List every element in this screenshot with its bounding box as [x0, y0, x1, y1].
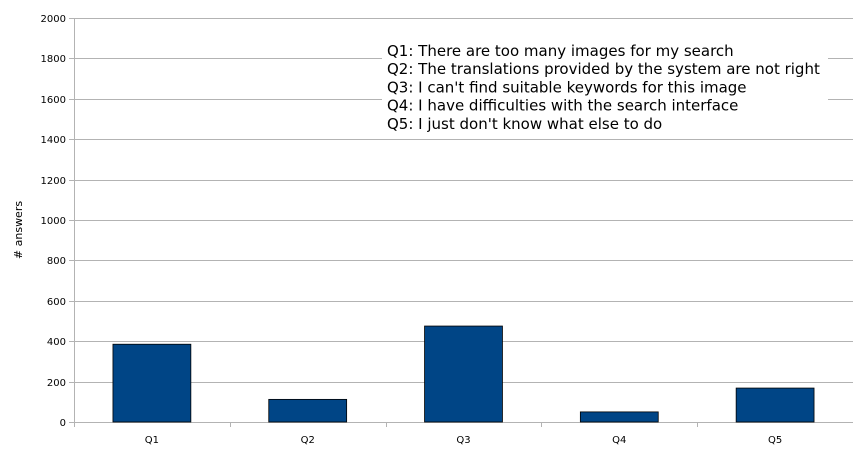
y-axis-label: # answers: [12, 201, 25, 259]
y-tick-label: 400: [47, 337, 66, 348]
x-tick-label: Q4: [612, 435, 626, 446]
y-tick-label: 2000: [41, 14, 66, 25]
y-tick-label: 1600: [41, 95, 66, 106]
annotation-line: Q1: There are too many images for my sea…: [387, 42, 734, 60]
y-tick-labels: 0 200 400 600 800 1000 1200 1400 1600 1800 2000: [41, 14, 66, 429]
annotation-line: Q4: I have difficulties with the search …: [387, 97, 738, 115]
y-tick-label: 1400: [41, 135, 66, 146]
bar-q3: [424, 325, 503, 423]
annotation-line: Q2: The translations provided by the sys…: [387, 60, 820, 78]
x-tick-label: Q2: [301, 435, 315, 446]
y-tick-label: 1800: [41, 54, 66, 65]
annotation-background: [382, 40, 828, 135]
x-tick-labels: Q1 Q2 Q3 Q4 Q5: [74, 422, 782, 446]
bar-q4: [579, 411, 659, 423]
bar-q1: [112, 343, 192, 423]
y-tick-label: 800: [47, 256, 66, 267]
y-tick-label: 600: [47, 297, 66, 308]
x-tick-label: Q5: [768, 435, 782, 446]
bar-q2: [268, 398, 348, 423]
y-tick-label: 1200: [41, 176, 66, 187]
y-tick-label: 200: [47, 378, 66, 389]
annotation-line: Q3: I can't find suitable keywords for t…: [387, 78, 747, 96]
y-tick-label: 1000: [41, 216, 66, 227]
x-tick-label: Q3: [456, 435, 470, 446]
annotation-legend: Q1: There are too many images for my sea…: [382, 40, 828, 135]
bars: [112, 325, 815, 423]
y-tick-label: 0: [60, 418, 66, 429]
bar-q5: [735, 387, 815, 423]
x-tick-label: Q1: [145, 435, 159, 446]
annotation-line: Q5: I just don't know what else to do: [387, 115, 662, 133]
